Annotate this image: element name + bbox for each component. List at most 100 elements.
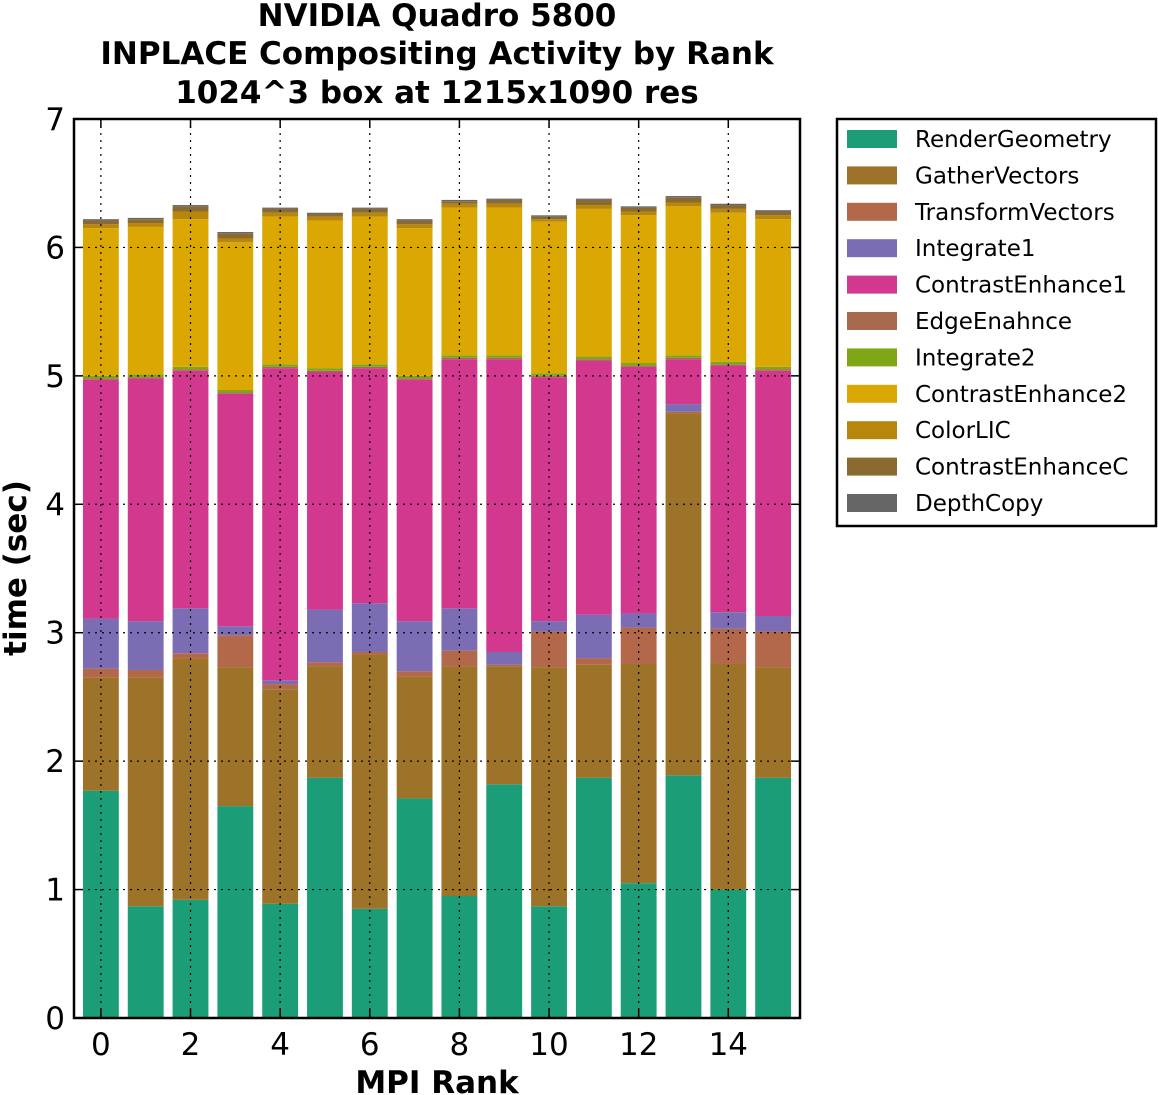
bar-segment-rank-6-series-7 [351, 216, 388, 365]
bar-segment-rank-14-series-9 [710, 205, 747, 209]
legend-label-6: Integrate2 [915, 345, 1035, 371]
bar-segment-rank-5-series-2 [307, 662, 343, 667]
bar-segment-rank-12-series-1 [620, 663, 657, 884]
bar-segment-rank-15-series-6 [755, 366, 792, 370]
y-tick-label-7: 7 [45, 102, 65, 138]
bar-segment-rank-8-series-3 [441, 608, 478, 651]
y-tick-label-1: 1 [45, 873, 65, 909]
bar-segment-rank-4-series-10 [262, 207, 299, 209]
legend-swatch-6 [847, 348, 897, 367]
bar-segment-rank-1-series-7 [127, 226, 164, 375]
bar-segment-rank-7-series-8 [396, 224, 433, 229]
bar-segment-rank-2-series-6 [172, 366, 209, 370]
axis-ticks [74, 118, 800, 1019]
bar-segment-rank-4-series-8 [262, 212, 299, 217]
bar-segment-rank-0-series-8 [82, 224, 119, 229]
bar-segment-rank-15-series-3 [755, 616, 792, 632]
bar-segment-rank-7-series-4 [396, 379, 433, 622]
bar-segment-rank-4-series-3 [262, 680, 299, 685]
bar-segment-rank-0-series-4 [82, 379, 119, 619]
bar-segment-rank-13-series-7 [665, 206, 702, 356]
legend-swatch-5 [847, 312, 897, 330]
x-tick-label-14: 14 [709, 1027, 748, 1063]
bar-segment-rank-1-series-4 [127, 378, 164, 622]
bar-segment-rank-6-series-2 [351, 651, 388, 655]
bar-segment-rank-15-series-5 [755, 369, 792, 371]
legend-label-7: ContrastEnhance2 [915, 382, 1127, 408]
bar-segment-rank-11-series-10 [575, 198, 612, 200]
bar-segment-rank-1-series-10 [127, 217, 164, 220]
bar-segment-rank-13-series-10 [665, 196, 702, 198]
bar-segment-rank-7-series-1 [396, 676, 433, 799]
bar-segment-rank-4-series-5 [262, 366, 299, 369]
bar-segment-rank-0-series-6 [82, 375, 119, 379]
bar-segment-rank-12-series-8 [620, 211, 657, 216]
bar-segment-rank-11-series-8 [575, 205, 612, 209]
bar-segment-rank-3-series-0 [217, 806, 254, 1018]
legend-items: RenderGeometry GatherVectors TransformVect… [847, 127, 1129, 517]
bar-segment-rank-7-series-2 [396, 671, 433, 677]
bar-segment-rank-13-series-8 [665, 202, 702, 207]
bar-segment-rank-14-series-3 [710, 612, 747, 629]
bar-segment-rank-6-series-5 [351, 366, 388, 369]
legend-swatch-2 [847, 202, 897, 221]
legend-swatch-3 [847, 239, 897, 258]
bar-segment-rank-11-series-6 [575, 356, 612, 360]
bar-segment-rank-11-series-4 [575, 360, 612, 615]
bar-segment-rank-2-series-8 [172, 211, 209, 220]
bar-segment-rank-1-series-3 [127, 621, 164, 670]
chart-title: NVIDIA Quadro 5800 INPLACE Compositing A… [100, 0, 775, 111]
bar-segment-rank-5-series-10 [307, 212, 343, 215]
bar-segment-rank-9-series-6 [486, 355, 523, 358]
bar-segment-rank-15-series-10 [755, 210, 792, 212]
bar-segment-rank-11-series-1 [575, 664, 612, 778]
title-line-2: INPLACE Compositing Activity by Rank [100, 36, 775, 72]
legend-swatch-0 [847, 130, 897, 148]
bar-segment-rank-9-series-8 [486, 203, 523, 208]
bar-segment-rank-11-series-9 [575, 199, 612, 206]
bar-segment-rank-12-series-10 [620, 206, 657, 208]
bar-segment-rank-3-series-3 [217, 626, 254, 636]
legend-swatch-1 [847, 166, 897, 185]
legend-label-3: Integrate1 [915, 236, 1035, 262]
bar-segment-rank-9-series-7 [486, 207, 523, 356]
legend-swatch-9 [847, 457, 897, 476]
bar-segment-rank-15-series-9 [755, 211, 792, 216]
x-tick-labels: 0 2 4 6 8 10 12 14 [91, 1027, 748, 1063]
bar-segment-rank-5-series-0 [307, 777, 343, 1018]
bar-segment-rank-2-series-9 [172, 206, 209, 212]
legend-swatch-4 [847, 275, 897, 294]
bar-segment-rank-9-series-2 [486, 664, 523, 667]
bars-group [82, 196, 792, 1018]
bar-segment-rank-2-series-2 [172, 653, 209, 659]
plot-frame [72, 117, 802, 1020]
title-line-1: NVIDIA Quadro 5800 [258, 0, 617, 34]
y-tick-labels: 0 1 2 3 4 5 6 7 [45, 102, 65, 1037]
legend: RenderGeometry GatherVectors TransformVect… [835, 117, 1158, 528]
bar-segment-rank-7-series-9 [396, 220, 433, 225]
x-tick-label-4: 4 [270, 1027, 290, 1063]
bar-segment-rank-0-series-3 [82, 618, 119, 669]
bar-segment-rank-8-series-6 [441, 355, 478, 358]
bar-segment-rank-6-series-3 [351, 603, 388, 652]
bar-segment-rank-2-series-0 [172, 899, 209, 1018]
legend-label-1: GatherVectors [915, 163, 1079, 189]
bar-segment-rank-3-series-4 [217, 393, 254, 627]
bar-segment-rank-9-series-9 [486, 199, 523, 204]
bar-segment-rank-7-series-3 [396, 621, 433, 672]
bar-segment-rank-3-series-5 [217, 392, 254, 394]
legend-label-9: ContrastEnhanceC [915, 455, 1129, 481]
bar-segment-rank-0-series-10 [82, 219, 119, 221]
bar-segment-rank-15-series-4 [755, 370, 792, 617]
title-line-3: 1024^3 box at 1215x1090 res [175, 75, 699, 111]
bar-segment-rank-1-series-9 [127, 219, 164, 224]
bar-segment-rank-9-series-5 [486, 357, 523, 360]
bar-segment-rank-9-series-10 [486, 198, 523, 200]
legend-label-0: RenderGeometry [915, 127, 1112, 153]
bar-segment-rank-7-series-0 [396, 798, 433, 1018]
bar-segment-rank-13-series-0 [665, 775, 702, 1018]
bar-segment-rank-5-series-1 [307, 666, 343, 778]
y-tick-label-5: 5 [45, 359, 65, 395]
